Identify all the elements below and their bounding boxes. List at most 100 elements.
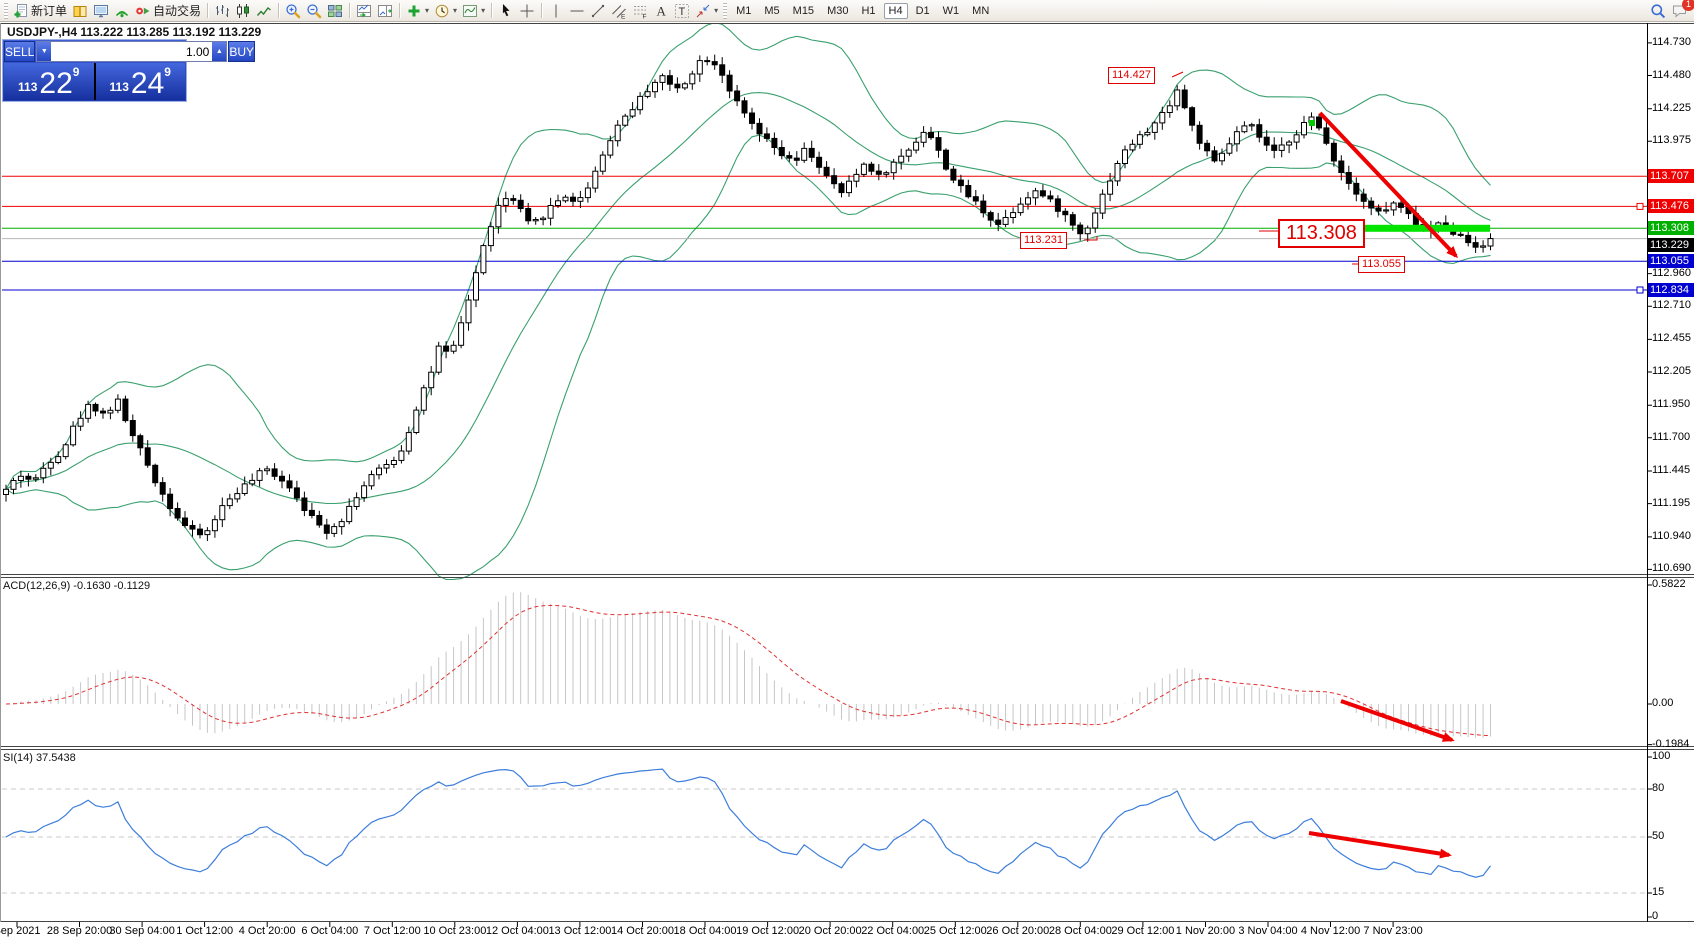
search-button[interactable] [1650, 3, 1666, 19]
callout-support-113055[interactable]: 113.055 [1358, 256, 1405, 273]
timeframe-M1[interactable]: M1 [736, 4, 752, 17]
channel-tool-button[interactable]: E [609, 2, 629, 20]
candle [659, 75, 666, 83]
data-window-button[interactable] [91, 2, 111, 20]
fibonacci-icon: F [632, 3, 648, 19]
vertical-line-tool-button[interactable] [546, 2, 566, 20]
candle [726, 74, 733, 92]
candle [905, 149, 912, 157]
timeframe-M15[interactable]: M15 [792, 4, 815, 17]
line-handle[interactable] [1636, 202, 1644, 210]
candle [1107, 180, 1114, 195]
macd-trend-arrow[interactable] [1340, 699, 1455, 742]
zoom-out-button[interactable] [304, 2, 324, 20]
price-tick-label: 110.940 [1652, 529, 1691, 542]
timeframe-M30[interactable]: M30 [827, 4, 849, 17]
rsi-line [5, 768, 1491, 878]
timeframe-M5[interactable]: M5 [764, 4, 780, 17]
new-order-button[interactable]: 新订单 [11, 2, 69, 20]
candle [928, 131, 934, 139]
timeframe-W1[interactable]: W1 [942, 4, 960, 17]
fibonacci-tool-button[interactable]: F [630, 2, 650, 20]
callout-connectors [1084, 71, 1358, 265]
sell-price-display[interactable]: 113 22 9 [4, 63, 94, 100]
candle [428, 371, 435, 389]
candle [376, 467, 382, 476]
autotrade-button[interactable]: 自动交易 [133, 2, 203, 20]
candle [756, 122, 763, 135]
object-handle[interactable] [1309, 120, 1315, 126]
buy-button[interactable]: BUY [228, 41, 256, 62]
bar-chart-button[interactable] [212, 2, 232, 20]
date-tick-label: 1 Nov 20:00 [1175, 925, 1236, 937]
date-tick-label: 22 Oct 04:00 [861, 925, 925, 937]
auto-scroll-button[interactable] [354, 2, 374, 20]
candle [831, 175, 838, 185]
chart-shift-button[interactable] [375, 2, 395, 20]
volume-decrease-button[interactable]: ▼ [37, 42, 52, 61]
toolbar-grip[interactable] [723, 2, 728, 19]
one-click-trading-panel[interactable]: SELL ▼ ▲ BUY 113 22 9 113 24 9 [2, 39, 256, 102]
candle [584, 187, 591, 199]
chevron-down-icon: ▾ [453, 6, 458, 15]
navigator-button[interactable] [112, 2, 132, 20]
candlestick-chart-button[interactable] [233, 2, 253, 20]
candle [719, 64, 726, 76]
candle [256, 470, 263, 481]
bollinger-upper-band [5, 22, 1491, 490]
candle [368, 474, 375, 487]
horizontal-line-tool-button[interactable] [567, 2, 587, 20]
crosshair-tool-button[interactable] [517, 2, 537, 20]
trendline-tool-button[interactable] [588, 2, 608, 20]
arrows-tool-button[interactable]: ▾ [693, 2, 720, 20]
label-tool-button[interactable]: T [672, 2, 692, 20]
line-handle[interactable] [1636, 286, 1644, 294]
clock-icon [434, 3, 450, 19]
volume-increase-button[interactable]: ▲ [212, 42, 227, 61]
cursor-tool-button[interactable] [496, 2, 516, 20]
toolbar-separator [349, 3, 351, 18]
text-tool-button[interactable]: A [651, 2, 671, 20]
candle [144, 447, 151, 466]
volume-stepper[interactable]: ▼ ▲ [36, 41, 228, 62]
buy-price-display[interactable]: 113 24 9 [95, 63, 185, 100]
rsi-indicator-label: SI(14) 37.5438 [3, 752, 76, 764]
indicator-window-icon [356, 3, 372, 19]
candle [167, 493, 174, 510]
indicators-menu-button[interactable]: ▾ [404, 2, 431, 20]
timeframe-MN[interactable]: MN [972, 4, 990, 17]
date-tick-label: 29 Oct 12:00 [1111, 925, 1175, 937]
notifications-button[interactable]: 1 [1672, 0, 1694, 19]
callout-peak-114427[interactable]: 114.427 [1108, 67, 1155, 84]
candle [1390, 202, 1397, 211]
svg-text:A: A [657, 3, 667, 18]
timeframe-D1[interactable]: D1 [915, 4, 930, 17]
price-trend-arrow[interactable] [1318, 111, 1459, 259]
toolbar-grip[interactable] [4, 2, 8, 19]
callout-low-113231[interactable]: 113.231 [1020, 232, 1067, 249]
candle [1345, 172, 1352, 184]
volume-input[interactable] [51, 42, 213, 61]
timeframe-H1[interactable]: H1 [861, 4, 876, 17]
price-tick-label: 112.960 [1652, 266, 1691, 279]
candle [1375, 207, 1382, 212]
timeframe-H4[interactable]: H4 [883, 2, 908, 19]
templates-menu-button[interactable]: ▾ [460, 2, 487, 20]
line-chart-button[interactable] [254, 2, 274, 20]
candle [1136, 134, 1143, 145]
candle [972, 196, 979, 202]
panel-separators [0, 23, 1694, 922]
buy-price-point: 9 [164, 65, 171, 79]
rsi-trend-arrow[interactable] [1308, 831, 1452, 859]
zoom-in-button[interactable] [283, 2, 303, 20]
buy-price-pips: 24 [130, 67, 165, 100]
market-watch-button[interactable] [70, 2, 90, 20]
callout-level-113308[interactable]: 113.308 [1278, 219, 1365, 248]
periods-menu-button[interactable]: ▾ [432, 2, 459, 20]
tile-windows-button[interactable] [325, 2, 345, 20]
candle [405, 432, 412, 452]
sell-button[interactable]: SELL [4, 41, 36, 62]
candle [846, 180, 852, 194]
candle [92, 403, 99, 412]
